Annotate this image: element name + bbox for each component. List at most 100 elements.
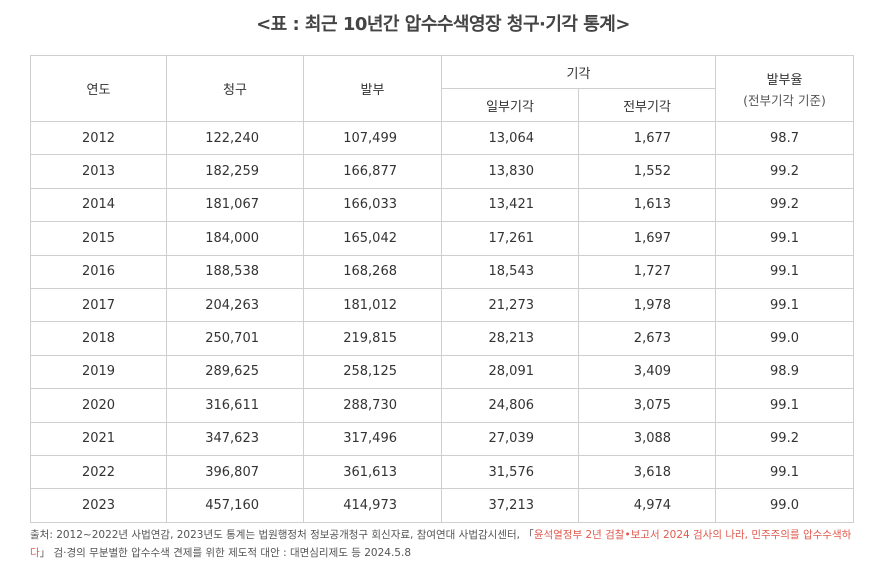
data-cell: 13,830: [441, 154, 579, 189]
data-cell: 288,730: [303, 388, 442, 423]
data-cell: 184,000: [166, 221, 304, 256]
data-cell: 317,496: [303, 421, 442, 456]
data-cell: 98.7: [715, 120, 855, 156]
data-cell: 13,421: [441, 187, 579, 223]
header-cell: 발부율 (전부기각 기준): [715, 55, 855, 122]
data-cell: 165,042: [303, 221, 442, 256]
data-cell: 2021: [30, 421, 167, 456]
data-cell: 13,064: [441, 120, 579, 156]
data-row: 2017 204,263 181,012 21,273 1,978 99.1: [30, 287, 855, 323]
data-cell: 2,673: [577, 321, 717, 356]
data-row: 2013 182,259 166,877 13,830 1,552 99.2: [30, 154, 855, 189]
data-cell: 99.1: [715, 254, 855, 289]
data-row: 2018 250,701 219,815 28,213 2,673 99.0: [30, 321, 855, 356]
data-cell: 99.1: [715, 287, 855, 323]
data-cell: 166,033: [303, 187, 442, 223]
source-text: 출처: 2012~2022년 사법연감, 2023년도 통계는 법원행정처 정보…: [30, 529, 534, 541]
data-cell: 2018: [30, 321, 167, 356]
data-cell: 107,499: [303, 120, 442, 156]
data-cell: 1,697: [577, 221, 717, 256]
data-cell: 2019: [30, 354, 167, 390]
header-cell: 발부: [303, 55, 442, 122]
data-cell: 122,240: [166, 120, 304, 156]
data-cell: 3,409: [577, 354, 717, 390]
data-row: 2012 122,240 107,499 13,064 1,677 98.7: [30, 120, 855, 156]
data-cell: 24,806: [441, 388, 579, 423]
data-cell: 3,088: [577, 421, 717, 456]
header-cell: 기각: [440, 55, 717, 89]
table-head: 연도 청구 발부 기각 발부율 (전부기각 기준) 일부기각 전부기각: [30, 55, 855, 122]
data-cell: 27,039: [441, 421, 579, 456]
data-cell: 316,611: [166, 388, 304, 423]
data-cell: 1,677: [577, 120, 717, 156]
data-cell: 2016: [30, 254, 167, 289]
data-cell: 2017: [30, 287, 167, 323]
table-body: 2012 122,240 107,499 13,064 1,677 98.7 2013 182…: [30, 120, 855, 523]
data-cell: 2013: [30, 154, 167, 189]
data-cell: 414,973: [303, 488, 442, 523]
data-cell: 457,160: [166, 488, 304, 523]
data-cell: 17,261: [441, 221, 579, 256]
data-cell: 204,263: [166, 287, 304, 323]
data-cell: 99.1: [715, 454, 855, 490]
header-text: 발부율: [766, 72, 803, 88]
data-cell: 37,213: [441, 488, 579, 523]
data-cell: 2012: [30, 120, 167, 156]
data-cell: 361,613: [303, 454, 442, 490]
header-cell: 연도: [30, 55, 167, 122]
data-cell: 3,618: [577, 454, 717, 490]
data-cell: 2015: [30, 221, 167, 256]
data-cell: 4,974: [577, 488, 717, 523]
data-cell: 21,273: [441, 287, 579, 323]
source-note: 출처: 2012~2022년 사법연감, 2023년도 통계는 법원행정처 정보…: [30, 526, 856, 562]
data-cell: 1,613: [577, 187, 717, 223]
data-cell: 2014: [30, 187, 167, 223]
data-cell: 1,978: [577, 287, 717, 323]
data-cell: 181,067: [166, 187, 304, 223]
data-cell: 31,576: [441, 454, 579, 490]
data-cell: 99.2: [715, 187, 855, 223]
data-cell: 99.2: [715, 154, 855, 189]
data-cell: 28,091: [441, 354, 579, 390]
header-cell: 청구: [166, 55, 304, 122]
data-cell: 258,125: [303, 354, 442, 390]
data-cell: 18,543: [441, 254, 579, 289]
data-cell: 396,807: [166, 454, 304, 490]
data-row: 2023 457,160 414,973 37,213 4,974 99.0: [30, 488, 855, 523]
data-row: 2016 188,538 168,268 18,543 1,727 99.1: [30, 254, 855, 289]
table-title: <표 : 최근 10년간 압수수색영장 청구·기각 통계>: [256, 14, 630, 35]
data-cell: 289,625: [166, 354, 304, 390]
data-cell: 182,259: [166, 154, 304, 189]
data-row: 2014 181,067 166,033 13,421 1,613 99.2: [30, 187, 855, 223]
data-row: 2019 289,625 258,125 28,091 3,409 98.9: [30, 354, 855, 390]
data-cell: 2022: [30, 454, 167, 490]
data-cell: 99.1: [715, 388, 855, 423]
data-cell: 250,701: [166, 321, 304, 356]
data-cell: 1,552: [577, 154, 717, 189]
data-cell: 2020: [30, 388, 167, 423]
data-row: 2021 347,623 317,496 27,039 3,088 99.2: [30, 421, 855, 456]
data-cell: 347,623: [166, 421, 304, 456]
stats-table: 연도 청구 발부 기각 발부율 (전부기각 기준) 일부기각 전부기각 2012 1…: [30, 55, 855, 523]
header-row: 일부기각 전부기각: [31, 88, 854, 122]
data-cell: 188,538: [166, 254, 304, 289]
data-cell: 2023: [30, 488, 167, 523]
header-subtext: (전부기각 기준): [743, 92, 826, 108]
data-cell: 219,815: [303, 321, 442, 356]
data-cell: 181,012: [303, 287, 442, 323]
data-row: 2020 316,611 288,730 24,806 3,075 99.1: [30, 388, 855, 423]
data-cell: 99.1: [715, 221, 855, 256]
header-cell: 일부기각: [441, 88, 579, 122]
data-row: 2015 184,000 165,042 17,261 1,697 99.1: [30, 221, 855, 256]
source-text: 」 검·경의 무분별한 압수수색 견제를 위한 제도적 대안 : 대면심리제도 …: [39, 547, 411, 559]
data-cell: 99.2: [715, 421, 855, 456]
data-cell: 99.0: [715, 321, 855, 356]
data-cell: 99.0: [715, 488, 855, 523]
data-cell: 28,213: [441, 321, 579, 356]
source-highlight: 윤석열정부 2년 검찰•보고서 2024 검사의 나라, 민주주의를 압수수색하…: [30, 529, 852, 559]
header-row: 연도 청구 발부 기각 발부율 (전부기각 기준): [30, 55, 855, 122]
data-cell: 3,075: [577, 388, 717, 423]
data-cell: 168,268: [303, 254, 442, 289]
header-cell: 전부기각: [577, 88, 717, 122]
data-cell: 1,727: [577, 254, 717, 289]
